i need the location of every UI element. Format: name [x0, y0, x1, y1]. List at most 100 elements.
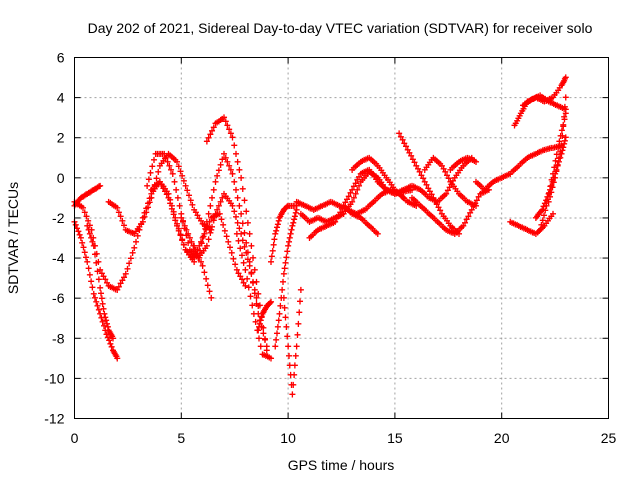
- data-point-interp: +: [155, 176, 162, 190]
- data-point: +: [105, 279, 112, 293]
- data-point-interp: +: [402, 184, 409, 198]
- data-point-interp: +: [89, 281, 96, 295]
- plot-frame: [74, 57, 609, 419]
- data-point-interp: +: [200, 244, 207, 258]
- data-point-interp: +: [367, 165, 374, 179]
- data-point-interp: +: [480, 185, 487, 199]
- data-point-interp: +: [537, 93, 544, 107]
- data-point-interp: +: [530, 92, 537, 106]
- data-point-interp: +: [222, 189, 229, 203]
- series-arc31: ++++++++++++++++: [545, 91, 569, 209]
- data-point-interp: +: [189, 249, 196, 263]
- data-point-interp: +: [385, 184, 392, 198]
- data-point-interp: +: [557, 129, 564, 143]
- data-point-interp: +: [288, 199, 295, 213]
- data-point-interp: +: [397, 188, 404, 202]
- data-point: +: [507, 215, 514, 229]
- data-point: +: [268, 255, 275, 269]
- y-tick-label: 2: [57, 130, 65, 146]
- data-point: +: [242, 279, 249, 293]
- data-point: +: [208, 291, 215, 305]
- x-axis-label: GPS time / hours: [288, 457, 395, 473]
- data-point-interp: +: [308, 214, 315, 228]
- data-point: +: [88, 223, 95, 237]
- data-point-interp: +: [202, 222, 209, 236]
- data-point: +: [174, 155, 181, 169]
- data-point-interp: +: [510, 217, 517, 231]
- data-point-interp: +: [283, 250, 290, 264]
- data-point-interp: +: [526, 224, 533, 238]
- data-point-interp: +: [285, 235, 292, 249]
- data-point-interp: +: [561, 134, 568, 148]
- data-point: +: [229, 131, 236, 145]
- data-point: +: [221, 147, 228, 161]
- data-point-interp: +: [219, 191, 226, 205]
- data-point-interp: +: [244, 245, 251, 259]
- data-point-interp: +: [193, 247, 200, 261]
- data-point-interp: +: [274, 217, 281, 231]
- series-arc20: +++++++++++++++++++++: [340, 199, 381, 241]
- data-point-interp: +: [215, 208, 222, 222]
- data-point-interp: +: [496, 172, 503, 186]
- data-point-interp: +: [248, 239, 255, 253]
- data-point-interp: +: [550, 171, 557, 185]
- data-point-interp: +: [373, 172, 380, 186]
- data-point: +: [131, 227, 138, 241]
- data-point-interp: +: [284, 330, 291, 344]
- data-point: +: [122, 223, 129, 237]
- data-point: +: [532, 147, 539, 161]
- data-point-interp: +: [347, 186, 354, 200]
- data-point-interp: +: [534, 146, 541, 160]
- data-point-interp: +: [287, 227, 294, 241]
- data-point: +: [357, 167, 364, 181]
- data-point-interp: +: [273, 333, 280, 347]
- data-point-interp: +: [232, 210, 239, 224]
- data-point-interp: +: [561, 74, 568, 88]
- data-point: +: [520, 99, 527, 113]
- data-point-interp: +: [402, 182, 409, 196]
- data-point-interp: +: [519, 104, 526, 118]
- data-point-interp: +: [372, 193, 379, 207]
- data-point-interp: +: [493, 173, 500, 187]
- data-point-interp: +: [109, 330, 116, 344]
- data-point: +: [208, 223, 215, 237]
- data-point-interp: +: [243, 246, 250, 260]
- data-point: +: [229, 167, 236, 181]
- data-point-interp: +: [244, 253, 251, 267]
- data-point-interp: +: [393, 184, 400, 198]
- data-point-interp: +: [362, 152, 369, 166]
- data-point-interp: +: [550, 176, 557, 190]
- series-arc2: +++++++++++++++++++++: [71, 179, 104, 213]
- data-point-interp: +: [147, 166, 154, 180]
- data-point-interp: +: [214, 169, 221, 183]
- data-point: +: [139, 211, 146, 225]
- data-point-interp: +: [444, 214, 451, 228]
- data-point-interp: +: [403, 181, 410, 195]
- data-point-interp: +: [227, 197, 234, 211]
- data-point-interp: +: [290, 378, 297, 392]
- data-point-interp: +: [91, 239, 98, 253]
- series-arc4: ++++++++++++++++++++++++++: [84, 219, 117, 345]
- data-point-interp: +: [432, 152, 439, 166]
- data-point: +: [263, 343, 270, 357]
- y-tick-label: -8: [52, 330, 65, 346]
- data-point-interp: +: [98, 311, 105, 325]
- y-tick-label: -12: [44, 411, 64, 427]
- data-point-interp: +: [183, 223, 190, 237]
- data-point: +: [263, 339, 270, 353]
- data-point-interp: +: [290, 216, 297, 230]
- data-point-interp: +: [442, 165, 449, 179]
- data-point-interp: +: [89, 184, 96, 198]
- data-point-interp: +: [265, 298, 272, 312]
- data-point: +: [90, 183, 97, 197]
- data-point: +: [400, 185, 407, 199]
- data-point: +: [558, 139, 565, 153]
- data-point-interp: +: [213, 209, 220, 223]
- data-point-interp: +: [275, 214, 282, 228]
- data-point-interp: +: [100, 302, 107, 316]
- data-point-interp: +: [373, 157, 380, 171]
- data-point: +: [169, 167, 176, 181]
- data-point-interp: +: [250, 276, 257, 290]
- data-point-interp: +: [450, 160, 457, 174]
- data-point-interp: +: [91, 182, 98, 196]
